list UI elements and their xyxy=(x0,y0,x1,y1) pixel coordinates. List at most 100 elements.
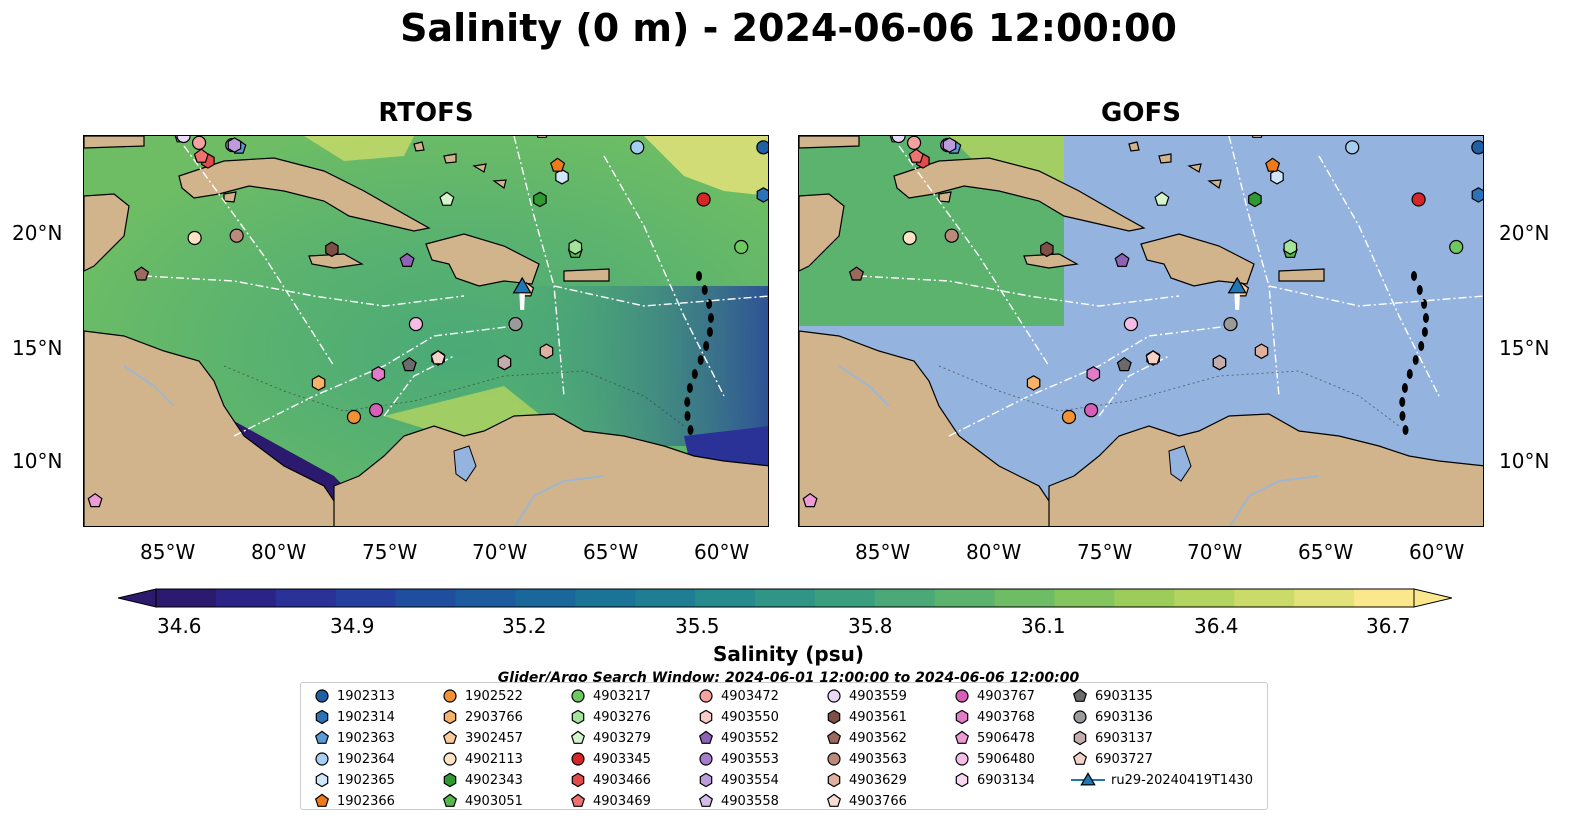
legend-label: ru29-20240419T1430 xyxy=(1111,772,1254,788)
float-marker-4903552 xyxy=(399,252,415,267)
float-marker-1902522 xyxy=(1061,409,1077,425)
legend-label: 6903137 xyxy=(1095,730,1153,746)
float-marker-4903559 xyxy=(891,136,906,144)
legend-item-4903217: 4903217 xyxy=(569,686,651,706)
lon-tick-label: 60°W xyxy=(694,540,750,564)
legend-marker-icon xyxy=(443,752,457,766)
legend-marker-icon xyxy=(314,730,330,744)
land-mass xyxy=(563,268,610,282)
legend-marker-icon xyxy=(699,689,713,703)
legend-label: 4903552 xyxy=(721,730,779,746)
land-mass xyxy=(938,191,952,203)
island xyxy=(1416,285,1423,295)
legend-marker-icon xyxy=(826,793,842,807)
legend-label: 5906478 xyxy=(977,730,1035,746)
float-marker-1902364 xyxy=(1345,140,1360,155)
legend-item-6903727: 6903727 xyxy=(1071,749,1153,769)
legend-marker-icon xyxy=(315,752,329,766)
legend-item-1902366: 1902366 xyxy=(313,791,395,811)
river xyxy=(838,365,890,407)
land-mass xyxy=(1207,179,1222,189)
float-markers xyxy=(87,136,768,508)
legend-item-3902457: 3902457 xyxy=(441,728,523,748)
land-mass xyxy=(84,330,345,526)
legend-marker-icon xyxy=(1073,710,1087,724)
legend-label: 4903051 xyxy=(465,793,523,809)
colorbar-bin xyxy=(1114,589,1175,607)
legend-marker-icon xyxy=(955,689,969,703)
legend-label: 6903134 xyxy=(977,772,1035,788)
lat-tick-label: 20°N xyxy=(1499,221,1550,245)
lat-tick-label: 15°N xyxy=(12,336,63,360)
legend-item-4902343: 4902343 xyxy=(441,770,523,790)
float-marker-4903472 xyxy=(191,136,207,150)
legend-marker xyxy=(571,689,585,703)
colorbar-tick-label: 36.4 xyxy=(1194,614,1239,638)
legend-marker-icon xyxy=(443,709,457,725)
lake-maracaibo xyxy=(1168,445,1192,482)
legend-label: 4903345 xyxy=(593,751,651,767)
land-mass xyxy=(178,157,431,232)
float-marker-4903554 xyxy=(227,137,242,153)
panel-title-rtofs: RTOFS xyxy=(378,98,474,128)
colorbar-bin xyxy=(1174,589,1235,607)
legend-marker xyxy=(1072,688,1088,702)
lon-tick-label: 75°W xyxy=(362,540,418,564)
colorbar-frame xyxy=(155,588,1415,608)
legend-item-6903137: 6903137 xyxy=(1071,728,1153,748)
colorbar-extend-low xyxy=(118,588,157,608)
lat-tick-label: 10°N xyxy=(12,449,63,473)
legend-marker xyxy=(955,689,969,703)
glider-legend-icon xyxy=(1071,772,1105,786)
bathymetry-contour xyxy=(938,365,1400,427)
legend-item-2903766: 2903766 xyxy=(441,707,523,727)
float-marker-5906478 xyxy=(802,492,818,508)
island xyxy=(701,285,708,295)
eez-boundary xyxy=(1228,136,1280,397)
legend-label: 4903559 xyxy=(849,688,907,704)
legend-marker-icon xyxy=(1072,688,1088,702)
legend-triangle xyxy=(1080,772,1096,786)
legend-marker-icon xyxy=(827,752,841,766)
legend-item-ru29-20240419T1430: ru29-20240419T1430 xyxy=(1071,770,1253,790)
float-marker-6903137 xyxy=(497,354,512,371)
legend-marker xyxy=(699,709,713,725)
lake-maracaibo xyxy=(453,445,477,482)
island xyxy=(703,341,710,351)
legend-marker xyxy=(827,772,841,788)
legend-item-5906478: 5906478 xyxy=(953,728,1035,748)
float-marker-1902313 xyxy=(1471,140,1483,155)
legend-label: 4903466 xyxy=(593,772,651,788)
gofs-map-canvas xyxy=(799,136,1483,526)
land-mass xyxy=(492,179,507,189)
legend-marker xyxy=(570,730,586,744)
legend-label: 4903629 xyxy=(849,772,907,788)
glider-marker xyxy=(1227,276,1247,294)
float-marker-4902113 xyxy=(187,230,202,246)
legend-marker xyxy=(827,689,841,703)
legend-item-4903345: 4903345 xyxy=(569,749,651,769)
float-marker-4903469 xyxy=(193,148,209,163)
float-marker-4903767 xyxy=(369,403,384,418)
legend-marker-icon xyxy=(570,793,586,807)
land-mass xyxy=(1048,413,1483,526)
land-mass xyxy=(425,233,540,287)
colorbar-bin xyxy=(1054,589,1115,607)
legend-marker-icon xyxy=(315,709,329,725)
island xyxy=(1418,341,1425,351)
legend-marker-icon xyxy=(1073,730,1087,746)
island xyxy=(1422,313,1429,323)
gofs-map[interactable] xyxy=(798,135,1484,527)
legend-marker xyxy=(699,689,713,703)
eez-boundary xyxy=(1268,285,1483,307)
colorbar-bin xyxy=(1294,589,1355,607)
colorbar-bin xyxy=(755,589,816,607)
legend-item-1902522: 1902522 xyxy=(441,686,523,706)
legend-marker xyxy=(443,709,457,725)
rtofs-map[interactable] xyxy=(83,135,769,527)
island xyxy=(1406,369,1413,379)
figure-title: Salinity (0 m) - 2024-06-06 12:00:00 xyxy=(400,6,1177,50)
legend-marker xyxy=(443,772,457,788)
colorbar-bin xyxy=(994,589,1056,607)
land-mass xyxy=(84,136,145,149)
